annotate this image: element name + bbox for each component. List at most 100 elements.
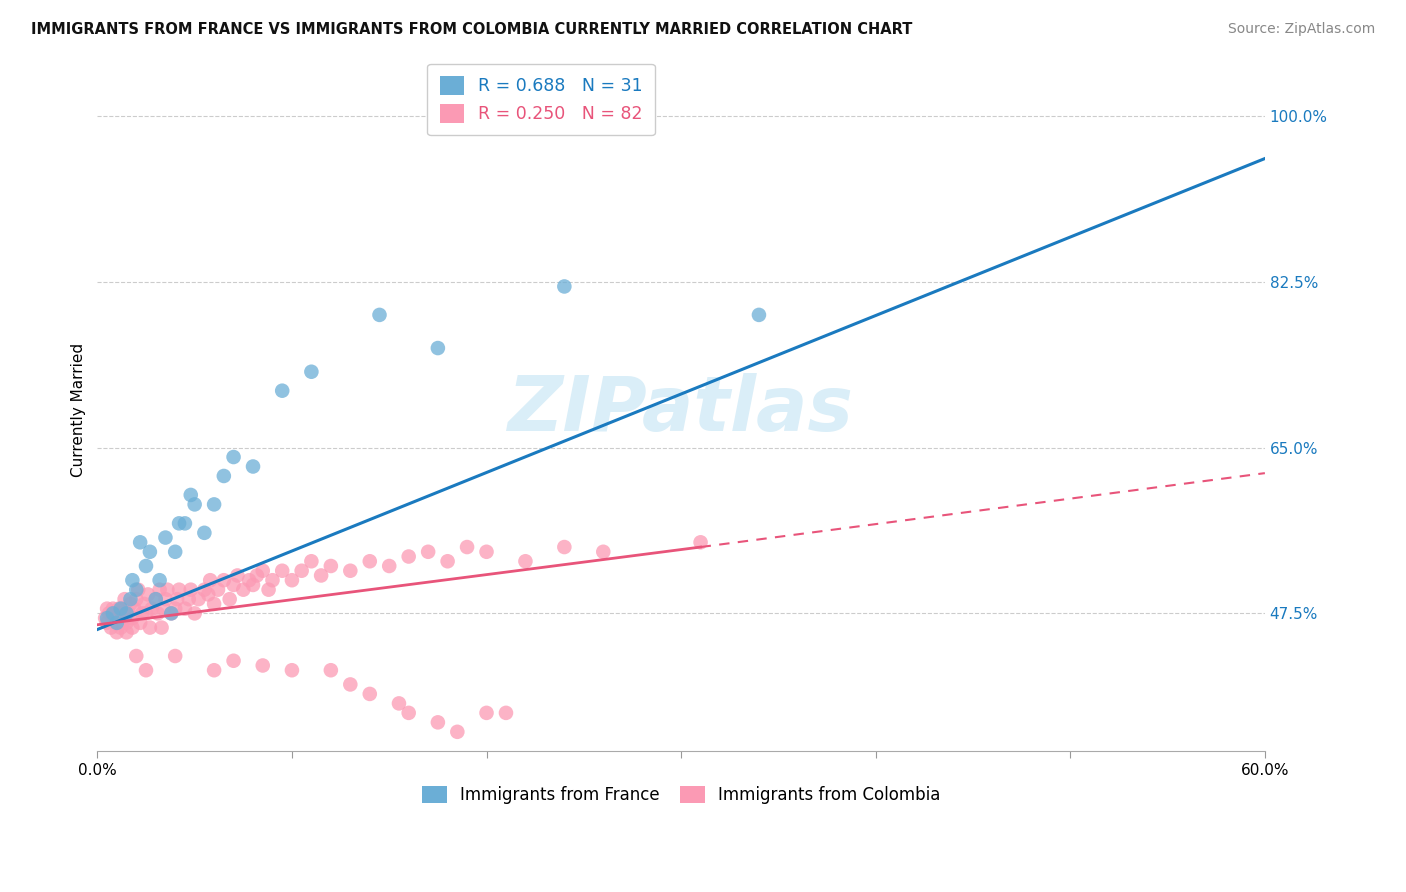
- Point: [125, 582, 148, 597]
- Point: [110, 621, 132, 635]
- Point: [183, 607, 205, 621]
- Point: [155, 531, 177, 545]
- Point: [117, 607, 139, 621]
- Point: [167, 516, 190, 531]
- Point: [207, 582, 229, 597]
- Point: [378, 559, 401, 574]
- Point: [131, 607, 153, 621]
- Point: [129, 535, 152, 549]
- Point: [146, 607, 169, 621]
- Point: [110, 601, 132, 615]
- Point: [155, 592, 177, 607]
- Point: [96, 601, 118, 615]
- Point: [145, 592, 167, 607]
- Point: [135, 663, 157, 677]
- Point: [111, 601, 134, 615]
- Point: [319, 663, 342, 677]
- Point: [202, 597, 225, 611]
- Point: [426, 341, 449, 355]
- Point: [107, 601, 129, 615]
- Point: [104, 607, 127, 621]
- Point: [105, 615, 128, 630]
- Point: [125, 592, 148, 607]
- Point: [180, 488, 202, 502]
- Point: [187, 592, 209, 607]
- Point: [174, 516, 197, 531]
- Point: [475, 706, 498, 720]
- Point: [232, 582, 254, 597]
- Point: [446, 724, 468, 739]
- Point: [359, 687, 381, 701]
- Point: [418, 545, 440, 559]
- Point: [202, 497, 225, 511]
- Point: [495, 706, 517, 720]
- Point: [139, 545, 162, 559]
- Point: [120, 592, 142, 607]
- Point: [165, 545, 187, 559]
- Legend: Immigrants from France, Immigrants from Colombia: Immigrants from France, Immigrants from …: [412, 776, 950, 814]
- Point: [125, 648, 148, 663]
- Point: [271, 384, 294, 398]
- Point: [165, 648, 187, 663]
- Point: [152, 601, 174, 615]
- Point: [242, 578, 264, 592]
- Point: [166, 592, 188, 607]
- Point: [222, 578, 245, 592]
- Point: [115, 615, 138, 630]
- Point: [309, 568, 332, 582]
- Point: [281, 573, 304, 587]
- Point: [748, 308, 770, 322]
- Point: [553, 279, 575, 293]
- Point: [475, 545, 498, 559]
- Point: [105, 611, 128, 625]
- Point: [129, 615, 152, 630]
- Point: [222, 654, 245, 668]
- Point: [246, 568, 269, 582]
- Point: [388, 697, 411, 711]
- Point: [339, 564, 361, 578]
- Point: [101, 607, 124, 621]
- Point: [110, 607, 132, 621]
- Point: [100, 621, 122, 635]
- Point: [115, 625, 138, 640]
- Point: [111, 615, 134, 630]
- Text: Source: ZipAtlas.com: Source: ZipAtlas.com: [1227, 22, 1375, 37]
- Point: [319, 559, 342, 574]
- Point: [299, 365, 322, 379]
- Point: [456, 540, 478, 554]
- Point: [141, 601, 163, 615]
- Point: [200, 573, 222, 587]
- Point: [121, 611, 143, 625]
- Point: [135, 607, 157, 621]
- Point: [271, 564, 294, 578]
- Point: [115, 607, 138, 621]
- Point: [105, 625, 128, 640]
- Text: IMMIGRANTS FROM FRANCE VS IMMIGRANTS FROM COLOMBIA CURRENTLY MARRIED CORRELATION: IMMIGRANTS FROM FRANCE VS IMMIGRANTS FRO…: [31, 22, 912, 37]
- Point: [127, 582, 149, 597]
- Point: [436, 554, 458, 568]
- Point: [193, 525, 215, 540]
- Point: [222, 450, 245, 464]
- Point: [226, 568, 249, 582]
- Point: [426, 715, 449, 730]
- Point: [98, 607, 121, 621]
- Point: [398, 549, 420, 564]
- Point: [218, 592, 240, 607]
- Point: [156, 582, 179, 597]
- Point: [174, 601, 197, 615]
- Point: [193, 582, 215, 597]
- Point: [592, 545, 614, 559]
- Point: [183, 497, 205, 511]
- Point: [291, 564, 314, 578]
- Point: [238, 573, 260, 587]
- Point: [299, 554, 322, 568]
- Point: [180, 582, 202, 597]
- Point: [359, 554, 381, 568]
- Point: [145, 592, 167, 607]
- Point: [139, 621, 162, 635]
- Point: [368, 308, 391, 322]
- Y-axis label: Currently Married: Currently Married: [72, 343, 86, 476]
- Point: [252, 658, 274, 673]
- Point: [149, 582, 172, 597]
- Point: [398, 706, 420, 720]
